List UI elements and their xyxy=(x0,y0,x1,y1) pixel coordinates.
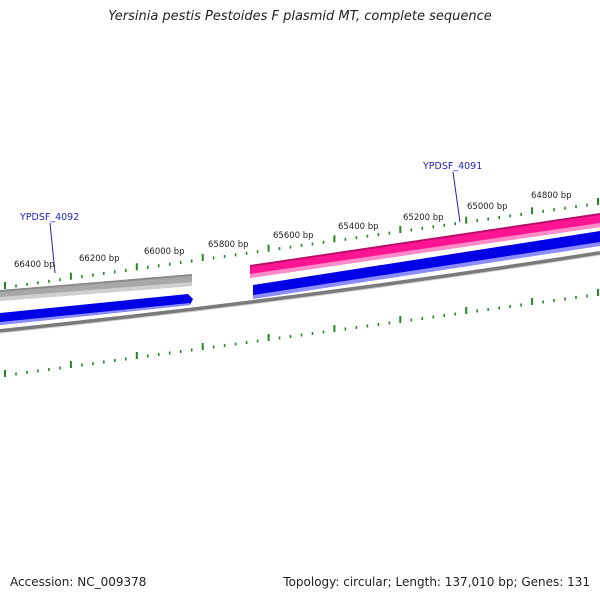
outer-scale-ticks xyxy=(4,198,599,289)
grey-gene-top-edge xyxy=(0,274,193,292)
scale-label: 65200 bp xyxy=(403,213,444,223)
accession-text: Accession: NC_009378 xyxy=(10,575,147,589)
blue-right-highlight xyxy=(253,242,600,299)
summary-text: Topology: circular; Length: 137,010 bp; … xyxy=(283,575,590,589)
gene-label-ypdsf-4091[interactable]: YPDSF_4091 xyxy=(422,161,482,172)
scale-label: 66000 bp xyxy=(144,247,185,257)
backbone-line xyxy=(0,251,600,333)
grey-gene-highlight xyxy=(0,282,192,301)
inner-scale-ticks xyxy=(4,289,599,377)
scale-label: 66200 bp xyxy=(79,254,120,264)
scale-label: 66400 bp xyxy=(14,260,55,270)
gene-4092-leader xyxy=(49,222,56,274)
scale-label: 65400 bp xyxy=(338,222,379,232)
scale-label: 64800 bp xyxy=(531,191,572,201)
map-title: Yersinia pestis Pestoides F plasmid MT, … xyxy=(108,9,492,24)
gene-label-ypdsf-4092[interactable]: YPDSF_4092 xyxy=(19,212,79,223)
scale-label: 65600 bp xyxy=(273,231,314,241)
gene-4091-leader xyxy=(452,171,461,223)
gene-blue-right[interactable] xyxy=(253,231,600,298)
pink-gene-highlight xyxy=(250,223,600,278)
blue-left-highlight xyxy=(0,303,190,325)
scale-label: 65000 bp xyxy=(467,202,508,212)
scale-label: 65800 bp xyxy=(208,240,249,250)
pink-gene-top-edge xyxy=(249,213,600,267)
backbone-highlight xyxy=(0,254,600,334)
